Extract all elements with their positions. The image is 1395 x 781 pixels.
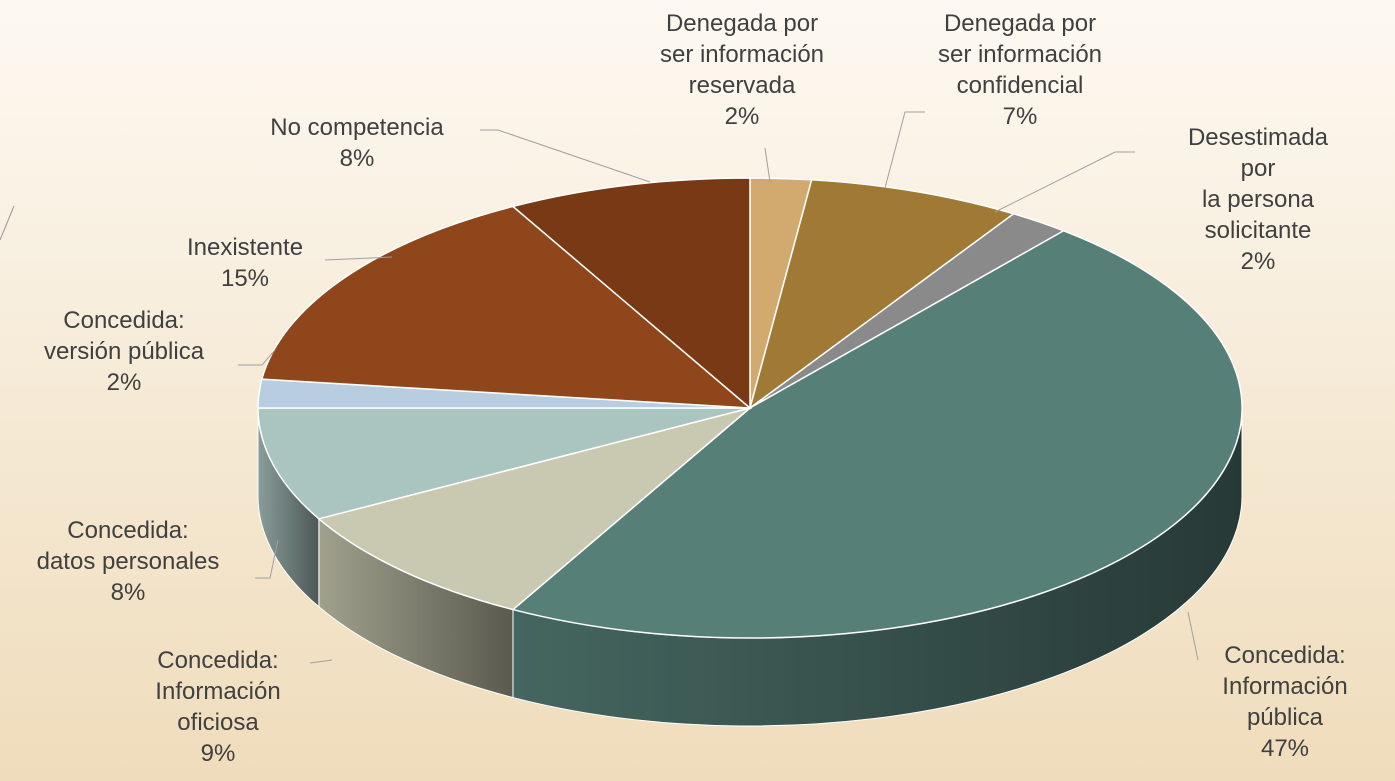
category-label: Inexistente — [186, 234, 304, 261]
leader-line — [480, 129, 651, 183]
category-label: Desestimada por la persona solicitante — [1187, 124, 1329, 244]
category-label: Concedida: datos personales — [36, 517, 220, 575]
slice — [511, 177, 751, 410]
category-label: No competencia — [270, 114, 444, 141]
data-label: Concedida: Información oficiosa 9% — [155, 645, 280, 769]
category-label: Concedida: versión pública — [43, 307, 205, 365]
category-label: Concedida: Información pública — [1222, 642, 1348, 731]
leader-line — [255, 539, 279, 579]
leader-line — [994, 151, 1135, 213]
slice — [317, 407, 751, 611]
category-label: Concedida: Información oficiosa — [155, 647, 281, 736]
value-label: 8% — [339, 145, 375, 172]
data-label: Concedida: datos personales 8% — [37, 515, 220, 608]
leader-line — [309, 659, 333, 664]
leader-line — [764, 147, 771, 183]
value-label: 9% — [200, 740, 236, 767]
value-label: 2% — [106, 369, 142, 396]
data-label: Inexistente 15% — [187, 232, 303, 294]
leader-line — [884, 111, 925, 189]
category-label: Denegada por ser información confidencia… — [937, 10, 1103, 99]
slice — [748, 179, 1016, 410]
value-label: 15% — [220, 265, 270, 292]
value-label: 8% — [110, 579, 146, 606]
decoration — [0, 205, 15, 241]
value-label: 7% — [1002, 103, 1038, 130]
slice — [257, 407, 751, 520]
data-label: No competencia 8% — [270, 112, 443, 174]
value-label: 2% — [724, 103, 760, 130]
category-label: Denegada por ser información reservada — [659, 10, 825, 99]
data-label: Concedida: Información pública 47% — [1222, 640, 1347, 764]
data-label: Concedida: versión pública 2% — [44, 305, 204, 398]
data-label: Denegada por ser información confidencia… — [938, 8, 1102, 132]
leader-line — [1187, 611, 1199, 661]
data-label: Denegada por ser información reservada 2% — [660, 8, 824, 132]
value-label: 47% — [1260, 735, 1310, 762]
slice — [511, 229, 1243, 639]
value-label: 2% — [1240, 248, 1276, 275]
leader-line — [238, 349, 276, 366]
leader-line — [324, 256, 393, 261]
data-label: Desestimada por la persona solicitante 2% — [1188, 122, 1328, 277]
